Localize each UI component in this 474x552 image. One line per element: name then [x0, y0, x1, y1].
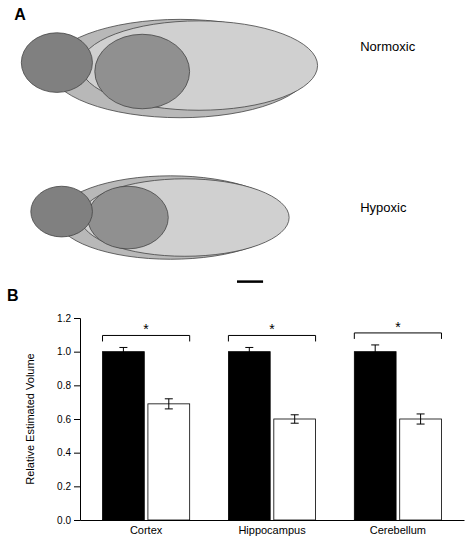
error-bar-cap	[291, 414, 299, 415]
tick-mark	[74, 352, 80, 353]
error-bar	[371, 345, 379, 358]
error-bar-cap	[417, 424, 425, 425]
normoxic-hippocampus	[95, 34, 190, 109]
error-bar-cap	[119, 347, 127, 348]
bar	[103, 352, 145, 520]
significance-star: *	[143, 321, 149, 337]
tick-label: 0.6	[57, 414, 71, 425]
x-tick: Hippocampus	[238, 524, 306, 536]
error-bar	[291, 415, 299, 423]
tick-label: 0.4	[57, 447, 71, 458]
x-tick: Cortex	[130, 524, 163, 536]
error-bar	[119, 347, 127, 355]
axis-line	[81, 520, 465, 521]
normoxic-cerebellum	[21, 33, 92, 93]
bars	[103, 345, 442, 520]
y-tick: 0.2	[57, 481, 80, 492]
tick-label: 0.8	[57, 380, 71, 391]
axis-line	[74, 319, 81, 521]
y-tick: 1.0	[57, 346, 80, 357]
y-tick: 1.2	[57, 313, 80, 324]
tick-mark	[74, 520, 80, 521]
hypoxic-hippocampus	[88, 186, 169, 249]
x-tick: Cerebellum	[370, 524, 426, 536]
condition-label: Hypoxic	[360, 200, 407, 215]
figure: A Normoxic Hypoxic B * * * 0.0 0.2 0.4 0.6 0.8 1.0 1.…	[0, 0, 474, 552]
condition-label: Normoxic	[360, 39, 415, 54]
bar	[354, 352, 396, 520]
error-bar-stem	[294, 415, 295, 423]
tick-mark	[74, 486, 80, 487]
y-tick: 0.0	[57, 515, 80, 526]
error-bar-stem	[420, 414, 421, 424]
significance-star: *	[395, 319, 401, 335]
bar	[400, 419, 442, 520]
tick-mark	[74, 453, 80, 454]
tick-label: Hippocampus	[238, 524, 306, 536]
error-bar-cap	[417, 413, 425, 414]
error-bar-cap	[291, 423, 299, 424]
tick-label: 0.2	[57, 481, 71, 492]
y-tick: 0.4	[57, 447, 80, 458]
error-bar-cap	[165, 398, 173, 399]
error-bar	[165, 399, 173, 409]
error-bar-cap	[119, 355, 127, 356]
normoxic-cortex	[81, 21, 318, 110]
x-axis: Cortex Hippocampus Cerebellum	[81, 521, 465, 536]
tick-mark	[74, 318, 80, 319]
y-axis-title: Relative Estimated Volume	[24, 353, 36, 484]
panel-a	[21, 19, 317, 281]
y-tick: 0.8	[57, 380, 80, 391]
hypoxic-cerebellum	[31, 186, 93, 237]
error-bar-cap	[165, 408, 173, 409]
bar	[274, 419, 316, 520]
y-tick: 0.6	[57, 414, 80, 425]
y-axis: 0.0 0.2 0.4 0.6 0.8 1.0 1.2	[57, 313, 80, 526]
tick-label: Cerebellum	[370, 524, 426, 536]
error-bar-cap	[371, 358, 379, 359]
scale-bar	[237, 280, 263, 283]
bar	[228, 352, 270, 520]
error-bar-cap	[245, 347, 253, 348]
error-bar-stem	[375, 345, 376, 358]
error-bar-stem	[168, 399, 169, 409]
tick-label: 0.0	[57, 515, 71, 526]
hypoxic-cortex	[81, 179, 290, 256]
error-bar-cap	[371, 344, 379, 345]
tick-mark	[74, 385, 80, 386]
panel-label: A	[14, 6, 26, 23]
error-bar-stem	[123, 347, 124, 355]
tick-label: 1.2	[57, 313, 71, 324]
panel-label: B	[7, 287, 19, 304]
tick-label: 1.0	[57, 346, 71, 357]
bar	[148, 404, 190, 520]
error-bar	[245, 347, 253, 355]
error-bar-stem	[249, 347, 250, 355]
tick-label: Cortex	[130, 524, 163, 536]
error-bar-cap	[245, 355, 253, 356]
error-bar	[417, 414, 425, 424]
tick-mark	[74, 419, 80, 420]
significance-star: *	[269, 321, 275, 337]
significance: * * *	[103, 319, 442, 342]
